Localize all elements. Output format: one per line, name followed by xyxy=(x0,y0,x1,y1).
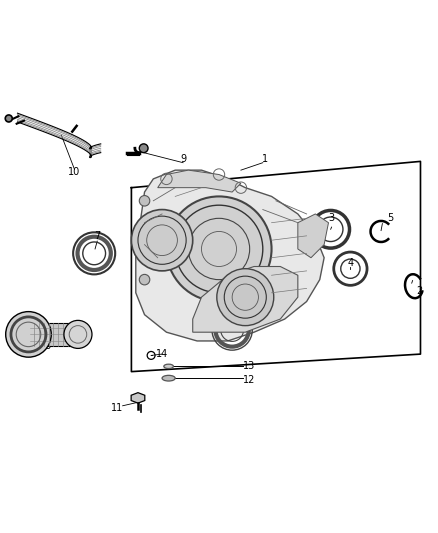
Polygon shape xyxy=(193,266,298,332)
Text: 10: 10 xyxy=(68,167,81,177)
Circle shape xyxy=(131,209,193,271)
Circle shape xyxy=(139,144,148,152)
Circle shape xyxy=(139,274,150,285)
Text: 2: 2 xyxy=(417,286,423,296)
Circle shape xyxy=(64,320,92,349)
Text: 6: 6 xyxy=(229,312,235,322)
Text: 1: 1 xyxy=(261,154,268,164)
Circle shape xyxy=(139,196,150,206)
Text: 9: 9 xyxy=(180,154,186,164)
Circle shape xyxy=(6,312,51,357)
Text: 8: 8 xyxy=(44,341,50,351)
Circle shape xyxy=(5,115,12,122)
Polygon shape xyxy=(136,170,324,341)
Text: 7: 7 xyxy=(94,231,100,241)
Text: 12: 12 xyxy=(243,375,255,384)
Text: 4: 4 xyxy=(347,258,353,268)
Circle shape xyxy=(166,197,272,302)
Text: 11: 11 xyxy=(111,403,124,413)
Polygon shape xyxy=(158,170,241,192)
Text: 14: 14 xyxy=(156,349,168,359)
Text: 5: 5 xyxy=(388,213,394,223)
Circle shape xyxy=(217,269,274,326)
Polygon shape xyxy=(131,393,145,403)
Polygon shape xyxy=(298,214,328,258)
Polygon shape xyxy=(30,322,77,346)
Ellipse shape xyxy=(162,375,175,381)
Ellipse shape xyxy=(164,364,173,368)
Text: 3: 3 xyxy=(328,213,335,223)
Text: 13: 13 xyxy=(243,361,255,372)
